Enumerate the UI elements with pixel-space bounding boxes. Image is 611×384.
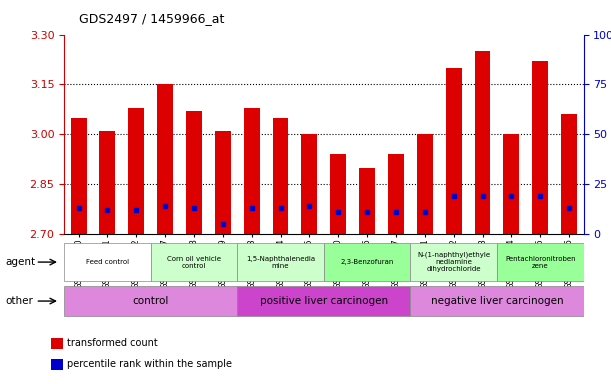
Bar	[51, 359, 63, 370]
Bar	[411, 243, 497, 281]
Bar	[324, 243, 411, 281]
Bar	[475, 51, 491, 234]
Text: N-(1-naphthyl)ethyle
nediamine
dihydrochloride: N-(1-naphthyl)ethyle nediamine dihydroch…	[417, 252, 490, 272]
Text: GDS2497 / 1459966_at: GDS2497 / 1459966_at	[79, 12, 225, 25]
Bar	[503, 134, 519, 234]
Bar	[100, 131, 115, 234]
Bar	[244, 108, 260, 234]
Text: Feed control: Feed control	[86, 259, 129, 265]
Bar	[359, 168, 375, 234]
Text: Corn oil vehicle
control: Corn oil vehicle control	[167, 256, 221, 268]
Bar	[71, 118, 87, 234]
Bar	[128, 108, 144, 234]
Bar	[561, 114, 577, 234]
Bar	[51, 338, 63, 349]
Text: 2,3-Benzofuran: 2,3-Benzofuran	[340, 259, 394, 265]
Text: control: control	[133, 296, 169, 306]
Bar	[301, 134, 317, 234]
Bar	[273, 118, 288, 234]
Text: positive liver carcinogen: positive liver carcinogen	[260, 296, 388, 306]
Text: agent: agent	[5, 257, 35, 267]
Bar	[446, 68, 461, 234]
Bar	[532, 61, 548, 234]
Bar	[331, 154, 346, 234]
Bar	[497, 243, 584, 281]
Bar	[186, 111, 202, 234]
Bar	[157, 84, 173, 234]
Text: Pentachloronitroben
zene: Pentachloronitroben zene	[505, 256, 576, 268]
Text: percentile rank within the sample: percentile rank within the sample	[67, 359, 232, 369]
Bar	[388, 154, 404, 234]
Bar	[151, 243, 237, 281]
Bar	[237, 243, 324, 281]
Bar	[64, 243, 151, 281]
Text: other: other	[5, 296, 33, 306]
Text: negative liver carcinogen: negative liver carcinogen	[431, 296, 563, 306]
Bar	[64, 286, 237, 316]
Text: transformed count: transformed count	[67, 338, 158, 348]
Bar	[237, 286, 411, 316]
Bar	[411, 286, 584, 316]
Text: 1,5-Naphthalenedia
mine: 1,5-Naphthalenedia mine	[246, 256, 315, 268]
Bar	[215, 131, 231, 234]
Bar	[417, 134, 433, 234]
